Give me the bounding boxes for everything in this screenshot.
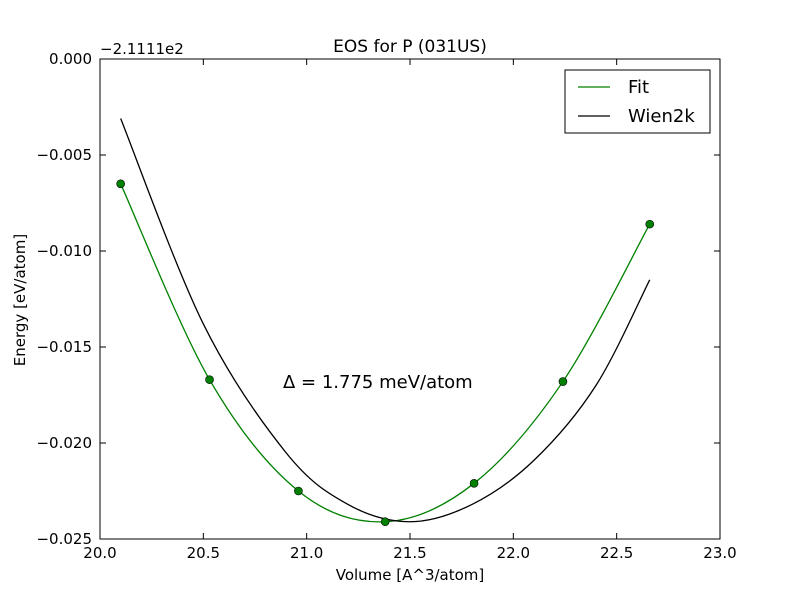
data-point-5 [558,377,568,386]
y-tick-label-0: 0.000 [49,50,92,68]
y-offset-label: −2.1111e2 [100,40,184,58]
legend: Fit Wien2k [564,69,711,134]
x-axis-label: Volume [A^3/atom] [336,566,485,584]
legend-box [564,69,711,134]
y-tick-label-4: −0.020 [36,434,92,452]
legend-fit-label: Fit [628,77,649,98]
x-tick-label-0: 20.0 [83,544,116,562]
y-tick-label-1: −0.005 [36,146,92,164]
plot-area: 20.0 20.5 21.0 21.5 22.0 22.5 23.0 0.000 −0.005 −… [36,50,736,562]
x-tick-label-6: 23.0 [703,544,736,562]
y-tick-label-2: −0.010 [36,242,92,260]
y-tick-label-5: −0.025 [36,530,92,548]
data-point-3 [380,517,390,527]
chart-title: EOS for P (031US) [333,37,487,57]
x-tick-label-1: 20.5 [187,544,220,562]
data-point-2 [294,486,303,496]
y-tick-label-3: −0.015 [36,338,92,356]
x-tick-label-5: 22.5 [600,544,633,562]
data-point-1 [205,375,214,384]
x-tick-label-2: 21.0 [290,544,323,562]
series-line-wien2k [120,118,651,523]
x-tick-label-4: 22.0 [497,544,530,562]
data-point-4 [469,479,479,488]
legend-wien2k-label: Wien2k [628,106,695,127]
data-point-0 [116,179,125,189]
data-point-6 [645,219,655,229]
y-axis-label: Energy [eV/atom] [11,234,29,366]
x-tick-label-3: 21.5 [393,544,426,562]
delta-annotation: Δ = 1.775 meV/atom [283,372,473,393]
